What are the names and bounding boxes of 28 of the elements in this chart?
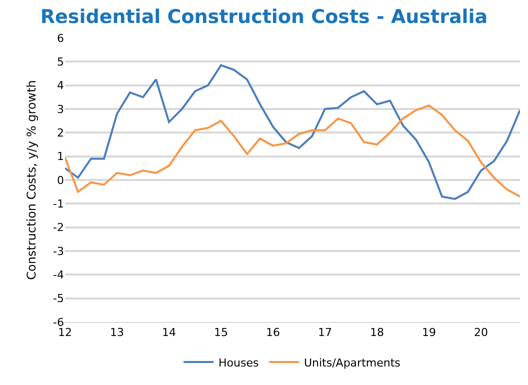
y-tick-label: 0 <box>57 174 64 187</box>
x-tick-label: 16 <box>266 326 280 340</box>
x-tick-label: 20 <box>474 326 488 340</box>
y-tick-label: 4 <box>57 79 64 92</box>
y-tick-label: -4 <box>53 268 64 282</box>
y-tick-label: 5 <box>57 56 64 69</box>
line-series <box>65 104 520 198</box>
x-tick-label: 13 <box>110 326 124 340</box>
line-series <box>65 64 520 200</box>
y-tick-label: 6 <box>57 32 64 45</box>
x-tick-label: 14 <box>162 326 176 340</box>
legend-label: Houses <box>218 356 259 370</box>
y-axis-title: Construction Costs, y/y % growth <box>24 80 38 280</box>
y-tick-label: -2 <box>53 221 64 234</box>
x-tick-label: 19 <box>422 326 436 340</box>
y-tick-label: -1 <box>53 198 64 211</box>
legend-label: Units/Apartments <box>304 356 401 370</box>
x-tick-label: 18 <box>370 326 384 340</box>
x-tick-label: 17 <box>318 326 332 340</box>
x-tick-label: 12 <box>58 326 72 340</box>
y-tick-label: -3 <box>53 244 64 258</box>
y-tick-label: -5 <box>53 292 64 306</box>
y-tick-label: 2 <box>57 126 64 140</box>
y-tick-label: -6 <box>53 316 64 329</box>
x-tick-label: 15 <box>214 326 228 340</box>
chart-title: Residential Construction Costs - Australia <box>40 6 488 28</box>
y-tick-label: 1 <box>57 150 64 164</box>
y-tick-label: 3 <box>57 102 64 116</box>
